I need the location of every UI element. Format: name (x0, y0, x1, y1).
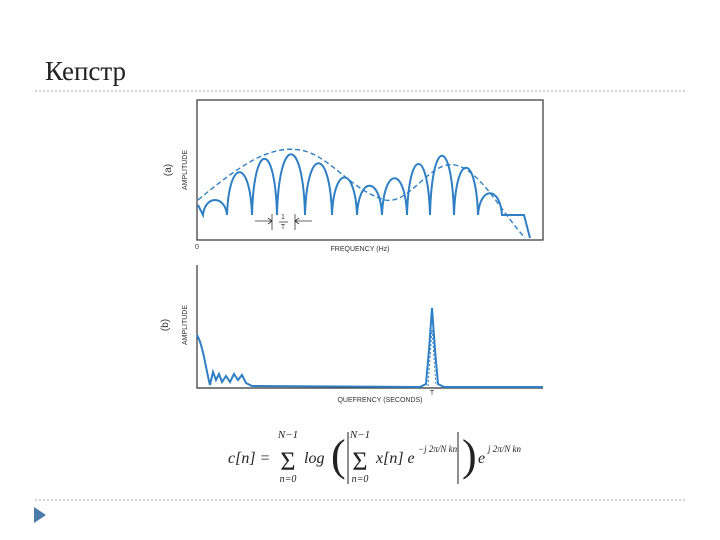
formula-part: n=0 (280, 474, 297, 485)
x-axis-label: FREQUENCY (Hz) (331, 246, 390, 253)
cepstrum-curve (196, 307, 543, 389)
formula-part: n=0 (352, 474, 369, 485)
formula-part: N−1 (277, 429, 298, 441)
annotation-arrows (255, 214, 312, 230)
formula-part: log (304, 450, 324, 467)
formula-part: e (478, 450, 485, 467)
marker-label: T (430, 390, 435, 397)
sum-sign: Σ (352, 447, 367, 476)
x-axis-label: QUEFRENCY (SECONDS) (337, 397, 422, 404)
cepstrum-dashed (427, 329, 437, 387)
panel-label: (a) (163, 164, 174, 176)
paren: ( (331, 431, 346, 480)
panel-b: (b) AMPLITUDE QUEFRENCY (SECONDS) T (160, 265, 543, 404)
origin-label: 0 (195, 244, 199, 251)
formula: c[n] = N−1 Σ n=0 log ( N−1 Σ n=0 x[n] e … (228, 429, 522, 485)
y-axis-label: AMPLITUDE (182, 150, 189, 190)
envelope-curve (197, 148, 526, 239)
sum-sign: Σ (280, 447, 295, 476)
panel-a: (a) AMPLITUDE 0 FREQUENCY (Hz) 1 T (163, 99, 544, 253)
annotation: T (281, 224, 286, 231)
y-axis-label: AMPLITUDE (182, 305, 189, 345)
panel-frame (196, 99, 544, 241)
paren: ) (462, 431, 477, 480)
panel-label: (b) (160, 319, 171, 331)
formula-part: x[n] e (375, 450, 415, 467)
formula-part: N−1 (349, 429, 370, 441)
slide-title: Кепстр (45, 56, 126, 86)
spectrum-curve (197, 153, 531, 239)
axes (196, 265, 543, 389)
annotation: 1 (281, 214, 285, 221)
formula-part: −j 2π/N kn (418, 444, 458, 454)
formula-part: j 2π/N kn (487, 444, 522, 454)
bullet-icon (34, 507, 46, 523)
formula-part: c[n] = (228, 450, 270, 467)
